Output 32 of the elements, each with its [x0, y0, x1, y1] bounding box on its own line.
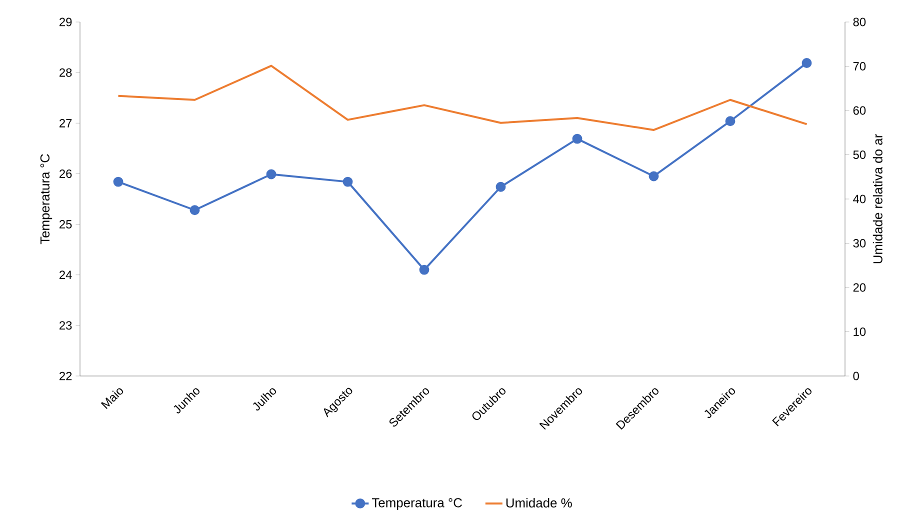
- y-tick-label: 27: [60, 118, 72, 128]
- y2-tick-label: 80: [853, 18, 866, 26]
- point: [572, 134, 582, 144]
- y-tick-label: 26: [60, 169, 72, 178]
- y-tick-label: 22: [60, 372, 72, 380]
- y2-tick-label: 50: [853, 150, 866, 159]
- point: [496, 182, 506, 192]
- y2-tick-label: 40: [853, 194, 866, 204]
- y2-tick-label: 30: [853, 239, 866, 248]
- point: [419, 264, 430, 275]
- legend-label: Umidade %: [506, 498, 572, 508]
- point: [802, 58, 812, 68]
- point: [648, 171, 659, 182]
- line-series: [117, 64, 808, 131]
- point: [266, 169, 276, 180]
- y2-tick-label: 70: [853, 62, 866, 70]
- legend-label: Temperatura °C: [372, 498, 462, 510]
- point: [342, 176, 353, 187]
- point: [113, 176, 124, 187]
- y-tick-label: 29: [60, 18, 72, 26]
- point: [190, 205, 200, 216]
- y2-tick-label: 60: [853, 106, 866, 115]
- y-tick-label: 24: [60, 270, 72, 280]
- y-tick-label: 25: [60, 220, 72, 229]
- y2-axis-title: Umidade relativa do ar: [872, 134, 882, 264]
- y-axis-title: Temperatura °C: [40, 154, 52, 244]
- y2-tick-label: 0: [853, 372, 859, 380]
- y2-tick-label: 10: [854, 328, 866, 336]
- y-tick-label: 28: [60, 68, 72, 77]
- y2-tick-label: 20: [853, 283, 866, 292]
- y-tick-label: 23: [60, 321, 72, 330]
- point: [725, 116, 736, 126]
